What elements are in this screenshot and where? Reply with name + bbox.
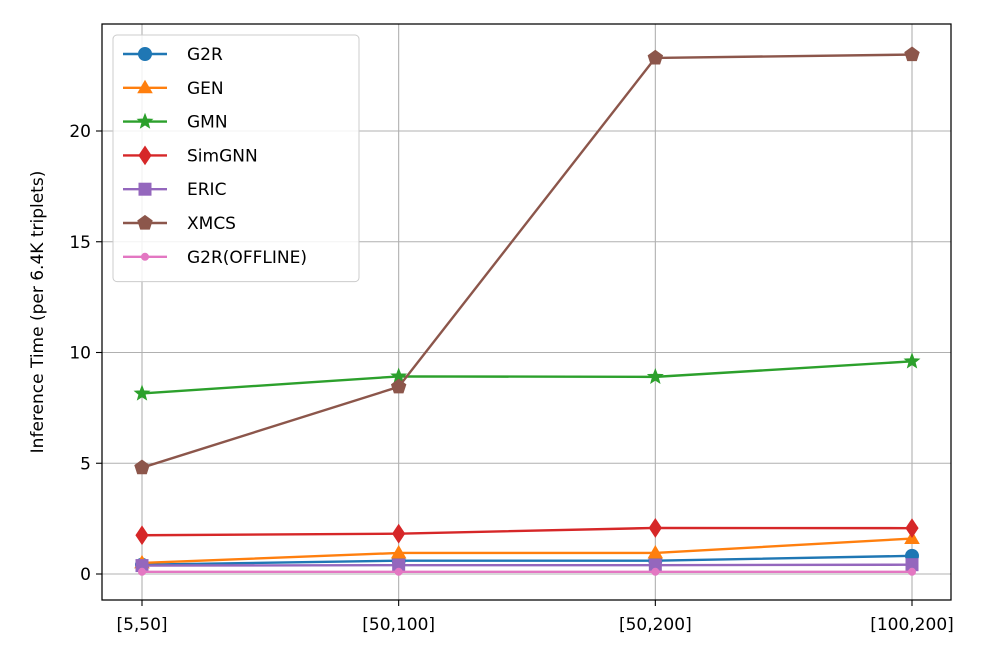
legend-entry: SimGNN <box>123 145 258 166</box>
series-line <box>141 554 913 566</box>
data-point <box>904 46 920 62</box>
series-xmcs <box>134 46 920 475</box>
x-tick-label: [5,50] <box>116 615 167 635</box>
series-gmn <box>133 352 921 401</box>
legend-entry: GMN <box>123 113 228 133</box>
data-point <box>135 525 149 546</box>
series-line <box>141 360 913 395</box>
legend-box <box>112 34 360 283</box>
legend: G2R GEN GMN SimGNN ERIC XMCS G2R(OFFLINE) <box>112 34 360 283</box>
x-tick-label: [50,100] <box>362 615 435 635</box>
series-line <box>141 537 913 565</box>
legend-marker <box>136 112 154 129</box>
data-point <box>390 378 407 394</box>
x-axis-ticks: [5,50] [50,100] [50,200] [100,200] <box>116 600 954 635</box>
legend-marker <box>138 145 152 166</box>
data-point <box>392 523 406 544</box>
legend-marker <box>141 252 149 261</box>
series-group <box>133 46 921 576</box>
legend-entry: ERIC <box>123 180 226 200</box>
legend-label: G2R <box>187 45 223 65</box>
data-point <box>903 352 921 369</box>
series-simgnn <box>135 518 919 546</box>
y-axis-ticks: 0 5 10 15 20 <box>69 122 102 585</box>
data-point <box>647 544 664 559</box>
data-point <box>647 49 664 65</box>
legend-entry: G2R <box>123 45 223 65</box>
legend-marker <box>137 79 153 94</box>
y-tick-label: 10 <box>69 344 91 364</box>
data-point <box>646 367 664 385</box>
data-point <box>648 518 662 538</box>
data-point <box>905 518 919 539</box>
x-tick-label: [100,200] <box>870 615 954 635</box>
legend-label: GMN <box>187 113 228 133</box>
legend-label: XMCS <box>187 214 236 234</box>
series-line <box>141 526 913 537</box>
series-eric <box>135 558 919 573</box>
data-point <box>138 567 146 576</box>
legend-marker <box>138 47 152 61</box>
legend-label: ERIC <box>187 180 226 200</box>
x-tick-label: [50,200] <box>619 615 692 635</box>
plot-area-frame <box>101 23 952 601</box>
legend-entry: G2R(OFFLINE) <box>123 248 307 268</box>
legend-label: G2R(OFFLINE) <box>187 248 307 268</box>
legend-marker <box>138 182 152 196</box>
data-point <box>394 567 403 576</box>
series-line <box>141 53 913 469</box>
data-point <box>908 567 916 576</box>
y-tick-label: 5 <box>80 454 91 474</box>
y-tick-label: 15 <box>69 233 91 253</box>
grid-lines <box>102 24 951 600</box>
y-tick-label: 0 <box>80 565 91 585</box>
data-point <box>134 459 150 475</box>
y-axis-label: Inference Time (per 6.4K triplets) <box>28 171 48 454</box>
legend-entry: XMCS <box>123 214 236 234</box>
legend-entry: GEN <box>123 79 224 99</box>
series-g2r-offline- <box>138 567 916 576</box>
series-line <box>141 563 913 567</box>
y-tick-label: 20 <box>69 122 91 142</box>
data-point <box>651 567 660 576</box>
data-point <box>390 544 407 559</box>
legend-marker <box>137 214 153 230</box>
data-point <box>133 384 151 401</box>
legend-label: SimGNN <box>187 146 258 166</box>
legend-label: GEN <box>187 79 224 99</box>
